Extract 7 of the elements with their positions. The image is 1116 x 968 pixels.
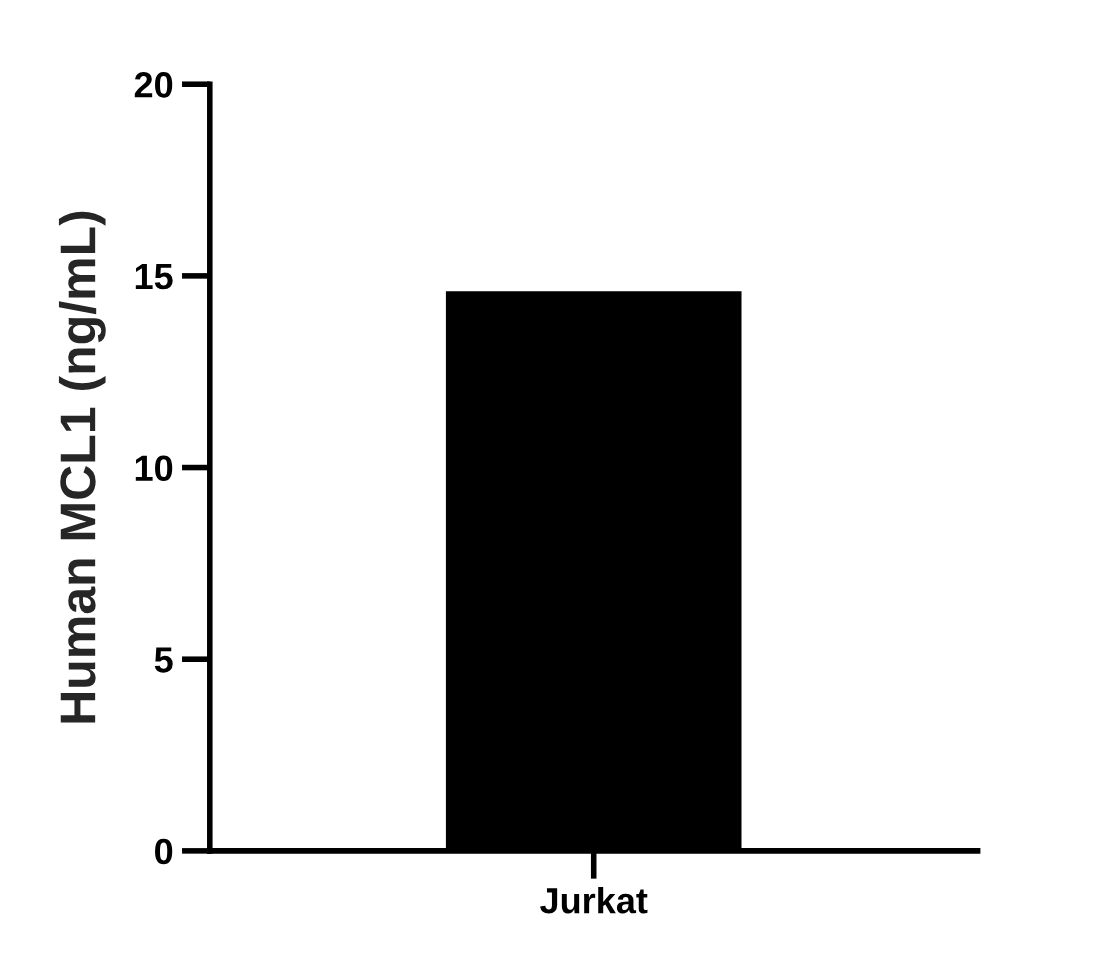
y-tick-label: 10 — [135, 455, 173, 481]
y-axis-title: Human MCL1 (ng/mL) — [58, 211, 106, 723]
y-tick-label: 5 — [154, 647, 173, 673]
x-tick-label: Jurkat — [540, 886, 648, 914]
y-tick-label: 0 — [155, 838, 173, 865]
y-tick-label: 15 — [135, 264, 173, 290]
y-tick-label: 20 — [134, 72, 173, 98]
